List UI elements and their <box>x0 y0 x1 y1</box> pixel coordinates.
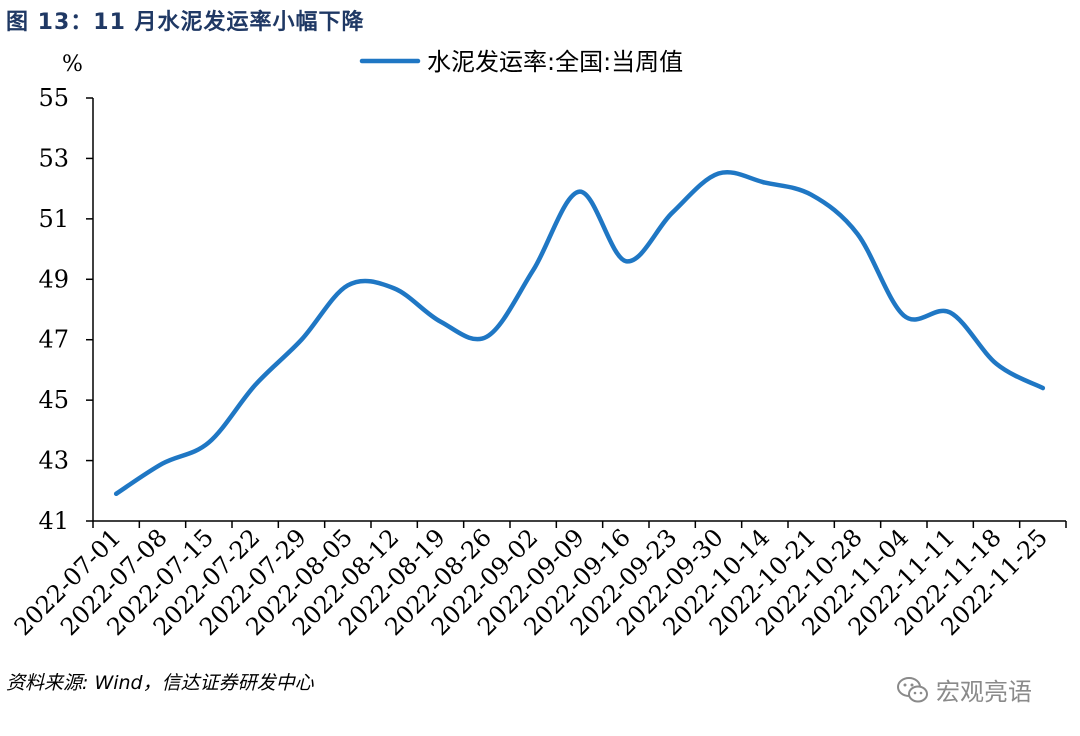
y-axis-unit: % <box>62 52 83 77</box>
y-tick-label: 47 <box>38 326 69 354</box>
watermark: 宏观亮语 <box>896 672 1032 707</box>
y-tick-label: 49 <box>38 265 69 293</box>
y-tick-label: 43 <box>38 447 69 475</box>
series-line-0 <box>113 170 1046 497</box>
y-tick-label: 41 <box>38 507 69 535</box>
watermark-label: 宏观亮语 <box>936 678 1032 706</box>
source-note: 资料来源: Wind，信达证券研发中心 <box>6 672 314 694</box>
y-tick-label: 51 <box>38 205 69 233</box>
y-tick-label: 53 <box>38 144 69 172</box>
y-tick-label: 55 <box>38 84 69 112</box>
wechat-icon <box>897 676 928 702</box>
y-tick-label: 45 <box>38 386 69 414</box>
legend-label: 水泥发运率:全国:当周值 <box>427 48 683 76</box>
figure-title: 图 13：11 月水泥发运率小幅下降 <box>6 10 365 35</box>
